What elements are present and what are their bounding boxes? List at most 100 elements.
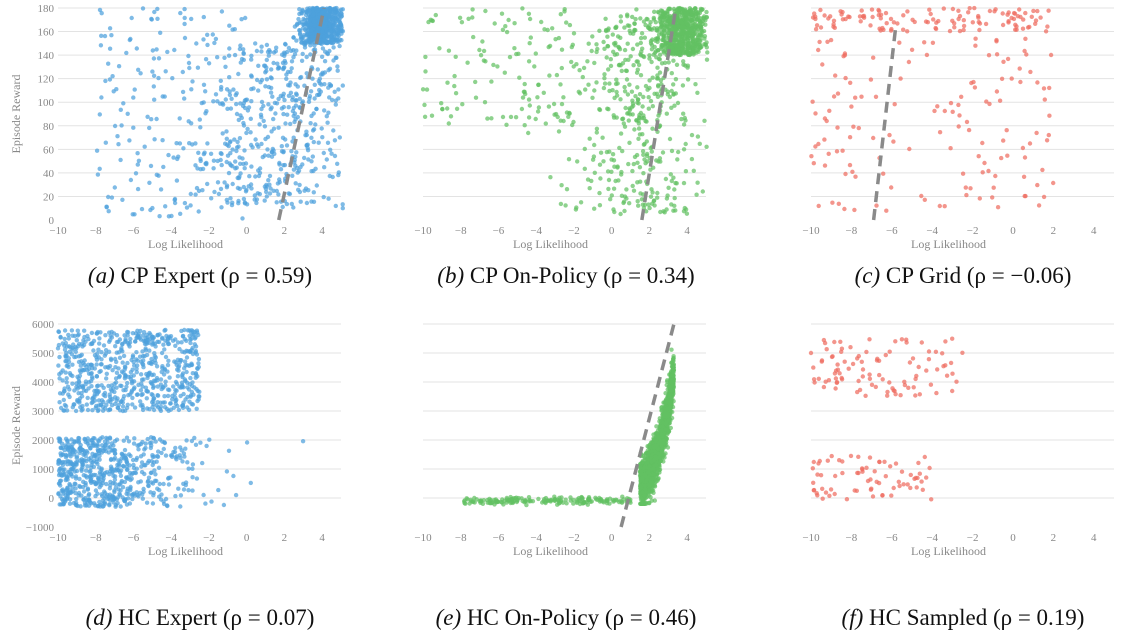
scatter-point [130,402,135,407]
scatter-point [698,6,704,12]
scatter-point [507,54,513,60]
scatter-point [922,40,927,45]
scatter-point [598,176,603,181]
scatter-point [62,328,68,333]
scatter-point [536,105,542,110]
scatter-point [630,46,636,52]
scatter-point [304,200,310,206]
scatter-point [76,391,81,396]
y-tick-label: 3000 [32,406,55,418]
scatter-point [340,206,345,211]
scatter-point [547,73,552,78]
scatter-point [278,167,284,172]
scatter-point [63,404,69,409]
scatter-point [682,205,687,211]
scatter-point [159,350,165,356]
scatter-point [884,21,889,26]
scatter-point [657,52,663,57]
scatter-point [58,445,63,450]
scatter-point [301,16,306,22]
scatter-point [166,214,172,219]
scatter-point [151,436,157,441]
scatter-point [672,187,677,192]
scatter-point [229,96,234,102]
x-tick-label: 0 [244,532,250,544]
scatter-point [1006,20,1011,25]
scatter-point [646,106,651,111]
scatter-point [826,151,831,156]
scatter-point [622,124,628,129]
scatter-point [56,329,62,335]
scatter-point [563,203,568,208]
scatter-point [182,21,187,27]
scatter-point [1006,10,1011,15]
scatter-point [274,200,279,205]
scatter-point [615,164,620,169]
scatter-point [499,11,505,16]
scatter-point [232,137,237,142]
scatter-point [183,446,188,451]
scatter-point [116,63,122,69]
scatter-point [705,50,710,55]
scatter-point [286,93,292,99]
scatter-point [291,167,297,172]
scatter-point [648,194,654,199]
scatter-point [671,175,676,180]
scatter-point [640,149,646,154]
scatter-point [466,16,471,21]
scatter-point [683,169,689,174]
scatter-point [637,115,642,121]
scatter-point [189,438,195,444]
scatter-point [70,373,75,379]
scatter-point [300,8,305,14]
scatter-point [195,388,200,394]
scatter-point [99,362,104,367]
scatter-point [94,357,100,362]
scatter-point [300,51,305,57]
scatter-point [835,91,841,96]
scatter-point [102,33,108,39]
scatter-point [618,97,623,102]
scatter-point [110,74,115,79]
scatter-point [590,95,595,101]
scatter-point [136,447,141,452]
scatter-point [198,158,203,164]
scatter-point [133,171,139,176]
scatter-point [471,34,476,40]
scatter-point [966,127,972,133]
scatter-point [970,20,975,25]
scatter-point [631,62,636,68]
scatter-point [74,346,79,351]
scatter-point [289,59,295,64]
scatter-point [85,464,90,469]
scatter-point [597,107,602,112]
scatter-point [226,143,231,149]
scatter-point [849,104,854,109]
scatter-point [237,174,242,179]
scatter-point [986,53,992,58]
scatter-point [259,77,265,83]
scatter-point [679,7,684,12]
scatter-point [457,15,463,20]
scatter-point [308,21,313,27]
scatter-point [70,347,75,352]
scatter-point [185,363,190,368]
scatter-point [67,501,73,506]
scatter-point [702,34,708,39]
scatter-point [1023,10,1028,16]
scatter-point [526,130,531,136]
scatter-point [1005,56,1011,62]
scatter-point [465,60,470,65]
scatter-point [97,112,103,117]
scatter-point [297,11,302,17]
scatter-point [814,23,820,28]
scatter-point [96,347,101,352]
scatter-point [144,396,149,401]
x-tick-label: 2 [647,225,653,237]
scatter-point [155,486,160,491]
scatter-point [190,488,195,493]
scatter-point [535,95,540,100]
scatter-point [870,14,875,20]
scatter-point [961,23,967,29]
scatter-point [143,445,148,451]
